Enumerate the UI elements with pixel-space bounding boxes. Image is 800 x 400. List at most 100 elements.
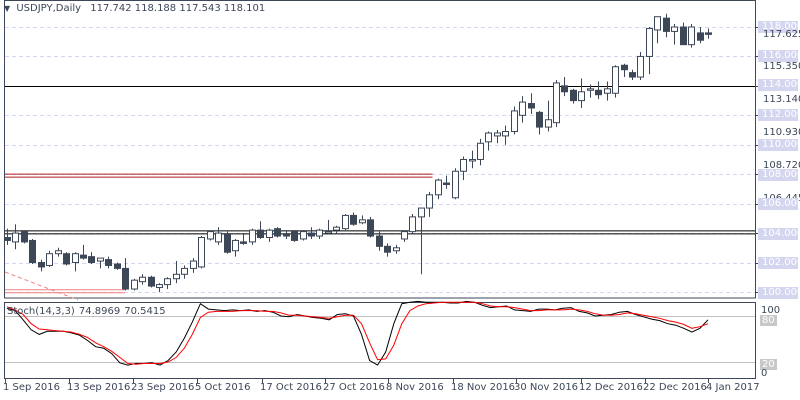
candle-body bbox=[705, 32, 712, 35]
stoch-level-label: 80 bbox=[760, 315, 777, 326]
candle-body bbox=[621, 64, 628, 71]
candle-body bbox=[97, 257, 104, 262]
candle-body bbox=[198, 236, 205, 268]
candle-body bbox=[570, 89, 577, 102]
candle-body bbox=[629, 72, 636, 78]
candle-body bbox=[460, 158, 467, 172]
ohlc-close: 118.101 bbox=[223, 3, 266, 14]
candle-body bbox=[418, 207, 425, 218]
price-grid-label: 104.000 bbox=[758, 228, 800, 240]
candle-body bbox=[587, 88, 594, 91]
ohlc-high: 118.188 bbox=[134, 3, 177, 14]
price-grid-label: 112.000 bbox=[758, 109, 800, 121]
candle-body bbox=[469, 158, 476, 162]
candle-body bbox=[316, 229, 323, 237]
stochastic-main-value: 74.8969 bbox=[78, 306, 121, 317]
candle-body bbox=[274, 228, 281, 237]
ohlc-open: 117.742 bbox=[90, 3, 132, 14]
candle-body bbox=[367, 219, 374, 237]
candle-body bbox=[697, 32, 704, 41]
candle-body bbox=[257, 229, 264, 238]
candle-body bbox=[646, 27, 653, 57]
date-label: 17 Oct 2016 bbox=[260, 382, 322, 393]
date-label: 12 Dec 2016 bbox=[579, 382, 643, 393]
candle-body bbox=[511, 110, 518, 133]
candle-body bbox=[46, 253, 53, 266]
candle-body bbox=[266, 229, 273, 238]
candle-body bbox=[21, 231, 28, 243]
date-label: 22 Dec 2016 bbox=[643, 382, 707, 393]
stoch-main-line bbox=[6, 300, 709, 366]
candle-body bbox=[612, 66, 619, 94]
candle-body bbox=[215, 232, 222, 243]
date-label: 13 Sep 2016 bbox=[67, 382, 131, 393]
candle-body bbox=[12, 232, 19, 243]
stochastic-name: Stoch(14,3,3) bbox=[7, 306, 75, 317]
stoch-level-label: 20 bbox=[760, 359, 777, 370]
candle-body bbox=[207, 231, 214, 240]
candle-body bbox=[654, 16, 661, 31]
stochastic-signal-value: 70.5415 bbox=[124, 306, 166, 317]
symbol-timeframe: USDJPY,Daily bbox=[16, 3, 82, 14]
candle-body bbox=[300, 231, 307, 240]
candle-body bbox=[384, 245, 391, 253]
stochastic-label: Stoch(14,3,3) 74.8969 70.5415 bbox=[7, 306, 170, 317]
price-tick-label: 108.720 bbox=[763, 160, 800, 171]
ohlc-low: 117.543 bbox=[179, 3, 221, 14]
candle-body bbox=[148, 276, 155, 287]
price-grid-label: 118.000 bbox=[758, 21, 800, 33]
candle-body bbox=[164, 278, 171, 286]
price-grid-label: 108.000 bbox=[758, 169, 800, 181]
candle-body bbox=[232, 239, 239, 252]
candle-body bbox=[80, 254, 87, 259]
price-tick-label: 117.625 bbox=[763, 29, 800, 40]
candle-body bbox=[291, 231, 298, 241]
date-label: 8 Nov 2016 bbox=[386, 382, 444, 393]
candle-body bbox=[224, 234, 231, 253]
price-grid-label: 100.000 bbox=[758, 287, 800, 299]
stoch-axis-label: 0 bbox=[761, 368, 768, 379]
candle-body bbox=[528, 103, 535, 109]
candle-body bbox=[325, 231, 332, 234]
candle-body bbox=[63, 253, 70, 265]
candle-body bbox=[502, 131, 509, 137]
candle-body bbox=[393, 247, 400, 252]
price-grid-label: 106.000 bbox=[758, 198, 800, 210]
candle-body bbox=[401, 231, 408, 240]
candle-body bbox=[114, 263, 121, 269]
collapse-triangle-icon[interactable]: ▼ bbox=[4, 4, 11, 13]
candle-body bbox=[131, 279, 138, 290]
candle-body bbox=[156, 284, 163, 289]
candle-body bbox=[55, 250, 62, 255]
price-grid-label: 116.000 bbox=[758, 50, 800, 62]
date-label: 27 Oct 2016 bbox=[323, 382, 385, 393]
candle-body bbox=[494, 132, 501, 137]
date-label: 5 Oct 2016 bbox=[195, 382, 251, 393]
candle-body bbox=[426, 194, 433, 209]
candle-body bbox=[359, 219, 366, 224]
candle-body bbox=[72, 253, 79, 264]
candle-body bbox=[376, 235, 383, 247]
candle-body bbox=[604, 88, 611, 94]
candle-body bbox=[545, 119, 552, 128]
candle-body bbox=[333, 226, 340, 231]
candle-body bbox=[38, 262, 45, 268]
date-label: 30 Nov 2016 bbox=[514, 382, 579, 393]
chart-title: ▼ USDJPY,Daily 117.742 118.188 117.543 1… bbox=[4, 3, 265, 14]
candle-body bbox=[122, 267, 129, 290]
candle-body bbox=[485, 132, 492, 143]
candle-body bbox=[536, 111, 543, 128]
candle-body bbox=[139, 276, 146, 283]
main-panel-frame bbox=[4, 0, 756, 299]
candle-body bbox=[173, 273, 180, 280]
candle-body bbox=[435, 179, 442, 196]
candle-body bbox=[240, 241, 247, 244]
price-grid-label: 110.000 bbox=[758, 139, 800, 151]
candle-body bbox=[637, 55, 644, 78]
candle-body bbox=[350, 214, 357, 225]
candle-body bbox=[29, 239, 36, 264]
candle-body bbox=[88, 256, 95, 264]
stoch-signal-line bbox=[6, 301, 709, 365]
